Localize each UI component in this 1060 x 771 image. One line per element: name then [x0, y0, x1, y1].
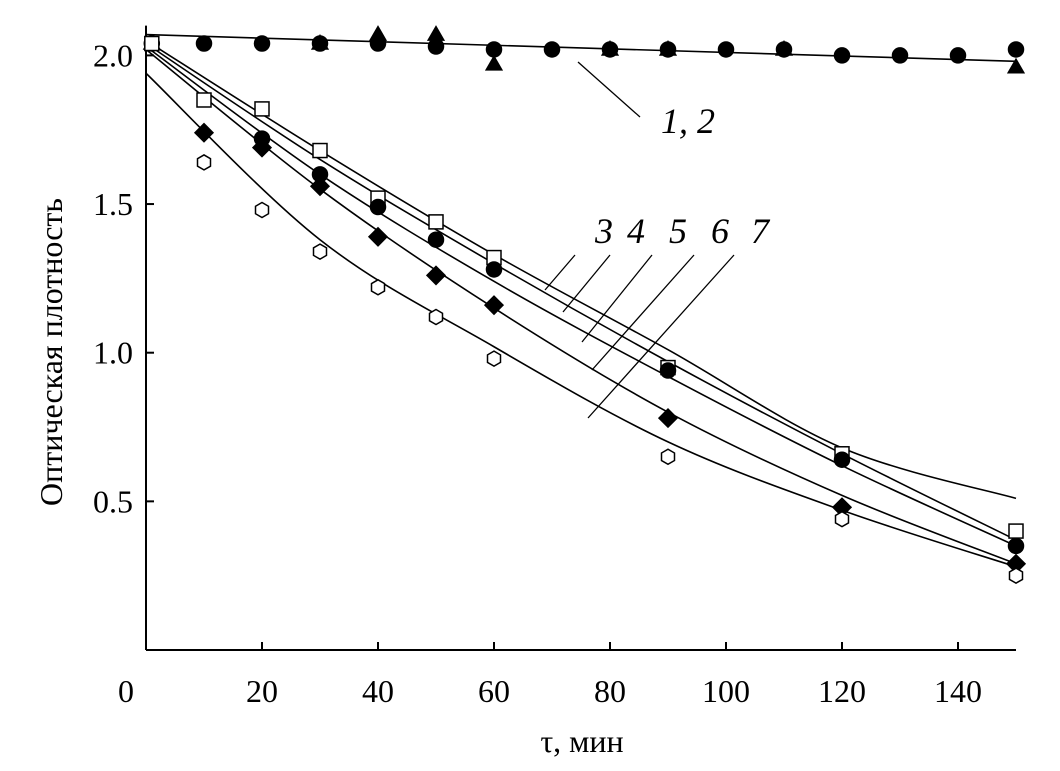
point [483, 295, 505, 316]
point [543, 41, 561, 58]
point [428, 214, 444, 230]
point [660, 448, 676, 466]
x-axis-label: τ, мин [540, 723, 623, 759]
curve-label: 7 [751, 211, 771, 251]
point [949, 47, 967, 64]
fit-curve [145, 48, 1017, 565]
point [193, 122, 215, 143]
point [425, 265, 447, 286]
point [309, 176, 331, 197]
point [144, 35, 160, 52]
curve-label: 4 [627, 211, 645, 251]
point [426, 25, 446, 41]
leader-line [544, 254, 576, 291]
point [368, 25, 388, 41]
fit-curve [145, 33, 1017, 63]
fit-curve [145, 45, 1017, 547]
point [833, 47, 851, 64]
x-tick-label: 140 [934, 673, 982, 709]
x-tick-label: 20 [246, 673, 278, 709]
point [658, 39, 678, 56]
point [369, 198, 387, 216]
point [310, 34, 330, 50]
y-tick-label: 0.5 [93, 483, 133, 519]
y-axis-label: Оптическая плотность [33, 198, 69, 506]
point [251, 137, 273, 158]
x-tick-label: 100 [702, 673, 750, 709]
point [486, 350, 502, 368]
point [254, 201, 270, 219]
point [196, 154, 212, 171]
fit-curve [145, 42, 1017, 541]
point [196, 92, 212, 108]
x-tick-label: 80 [594, 673, 626, 709]
leader-line [591, 254, 695, 371]
point [833, 451, 851, 468]
leader-line [587, 254, 735, 419]
point [1008, 523, 1024, 539]
point [891, 47, 909, 64]
point [834, 510, 850, 528]
curve-label: 3 [594, 211, 613, 251]
point [253, 35, 271, 52]
point [717, 41, 735, 58]
x-tick-label: 60 [478, 673, 510, 709]
curve-label: 1, 2 [661, 101, 715, 141]
point [427, 38, 445, 55]
point [312, 243, 328, 260]
point [485, 41, 503, 58]
point [659, 362, 677, 379]
leader-line [581, 254, 653, 343]
point [774, 39, 794, 56]
point [370, 278, 386, 296]
curve-label: 6 [711, 211, 729, 251]
point [485, 261, 503, 278]
point [428, 308, 444, 326]
point [1007, 41, 1025, 58]
fit-curve [145, 39, 1017, 500]
curve-label: 5 [669, 211, 687, 251]
x-tick-label: 120 [818, 673, 866, 709]
x-tick-label: 40 [362, 673, 394, 709]
y-tick-label: 1.0 [93, 335, 133, 371]
point [195, 35, 213, 52]
fit-curve [145, 72, 1017, 568]
x-tick-label: 0 [118, 673, 134, 709]
point [1008, 567, 1024, 585]
y-tick-label: 1.5 [93, 186, 133, 222]
y-tick-label: 2.0 [93, 37, 133, 73]
point [657, 408, 679, 429]
point [367, 226, 389, 247]
point [254, 101, 270, 117]
point [427, 231, 445, 248]
point [600, 39, 620, 56]
point [484, 54, 504, 71]
leader-line [577, 61, 641, 118]
leader-line [562, 254, 611, 313]
point [1006, 57, 1026, 74]
point [312, 142, 328, 159]
point [1007, 537, 1025, 555]
